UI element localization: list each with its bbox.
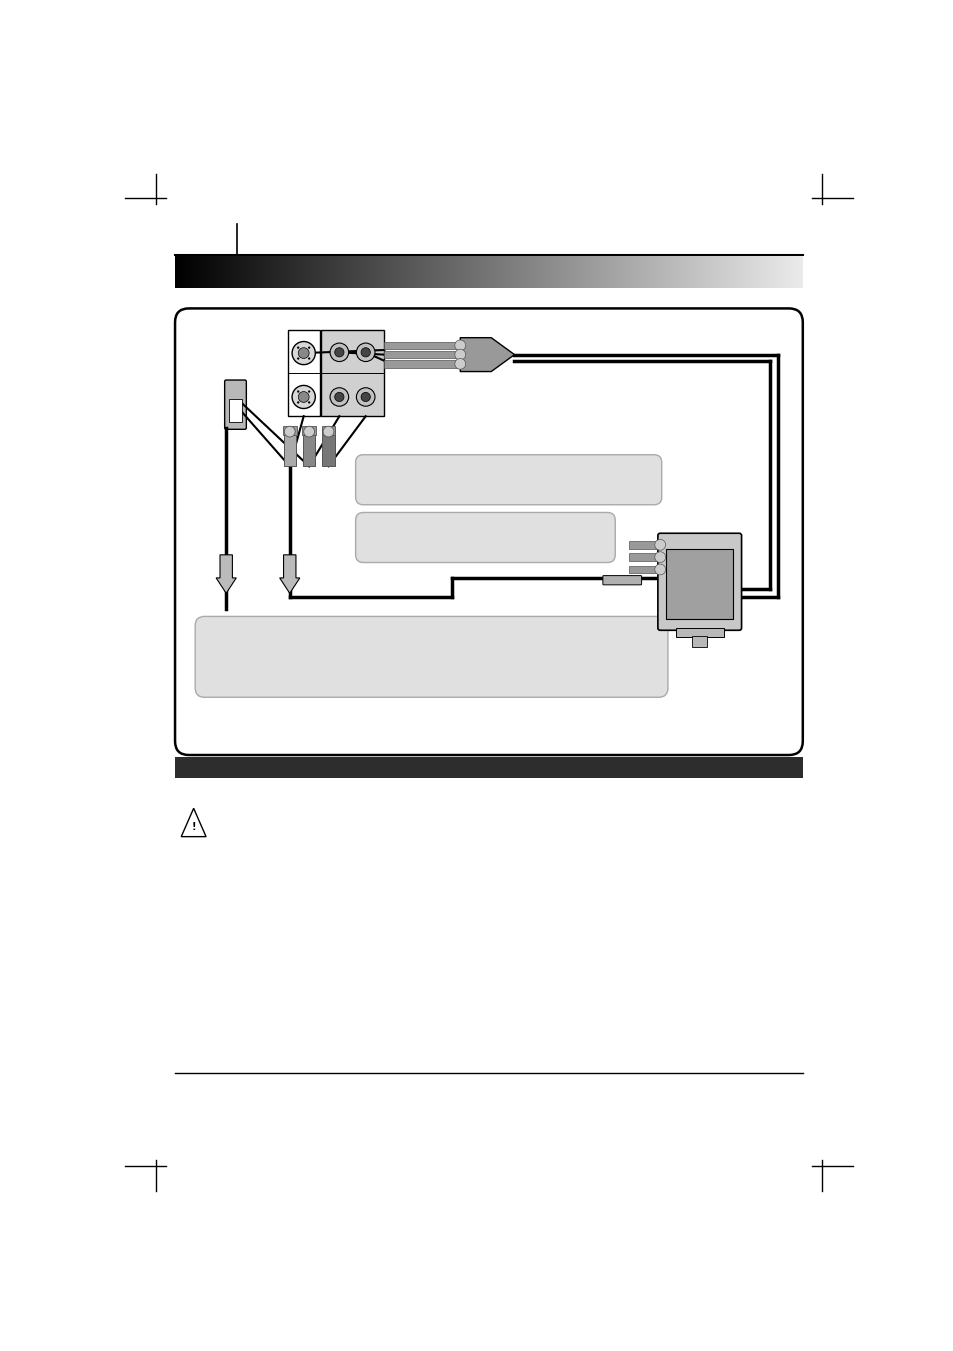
Circle shape: [455, 340, 465, 351]
Circle shape: [298, 347, 309, 358]
Circle shape: [654, 539, 665, 550]
Circle shape: [654, 551, 665, 562]
Text: !: !: [192, 823, 195, 832]
Polygon shape: [459, 338, 514, 372]
FancyArrow shape: [216, 555, 236, 593]
Bar: [321, 426, 335, 435]
Circle shape: [284, 426, 294, 436]
Circle shape: [356, 343, 375, 362]
Bar: [283, 428, 295, 466]
Circle shape: [323, 426, 334, 436]
Circle shape: [356, 388, 375, 407]
Circle shape: [308, 358, 310, 359]
Bar: [691, 636, 707, 647]
Circle shape: [360, 392, 370, 401]
FancyBboxPatch shape: [355, 512, 615, 562]
Bar: [288, 330, 319, 416]
Circle shape: [308, 346, 310, 349]
FancyBboxPatch shape: [224, 380, 246, 430]
Circle shape: [330, 343, 348, 362]
Bar: [675, 628, 723, 638]
Bar: [666, 550, 732, 619]
Circle shape: [296, 401, 299, 404]
Circle shape: [308, 390, 310, 393]
FancyArrow shape: [279, 555, 299, 593]
Bar: [303, 428, 315, 466]
Bar: [384, 359, 459, 367]
FancyBboxPatch shape: [658, 534, 740, 631]
Circle shape: [360, 347, 370, 357]
Circle shape: [455, 349, 465, 359]
Circle shape: [292, 342, 315, 365]
Circle shape: [654, 565, 665, 574]
Bar: [629, 540, 659, 549]
Circle shape: [298, 392, 309, 403]
Bar: [174, 757, 802, 778]
FancyBboxPatch shape: [174, 308, 802, 755]
Circle shape: [335, 347, 344, 357]
Circle shape: [292, 385, 315, 408]
Bar: [629, 566, 659, 573]
Circle shape: [330, 388, 348, 407]
Bar: [282, 426, 296, 435]
Circle shape: [308, 401, 310, 404]
Circle shape: [296, 346, 299, 349]
Bar: [384, 342, 459, 349]
Circle shape: [296, 358, 299, 359]
Circle shape: [303, 426, 314, 436]
Circle shape: [296, 390, 299, 393]
Bar: [320, 330, 384, 416]
FancyBboxPatch shape: [195, 616, 667, 697]
Bar: [302, 426, 315, 435]
FancyBboxPatch shape: [355, 455, 661, 505]
Bar: [629, 554, 659, 561]
Bar: [322, 428, 335, 466]
Bar: [229, 399, 241, 422]
FancyBboxPatch shape: [602, 576, 641, 585]
Bar: [384, 351, 459, 358]
Circle shape: [455, 358, 465, 369]
Circle shape: [335, 392, 344, 401]
Polygon shape: [181, 808, 206, 836]
